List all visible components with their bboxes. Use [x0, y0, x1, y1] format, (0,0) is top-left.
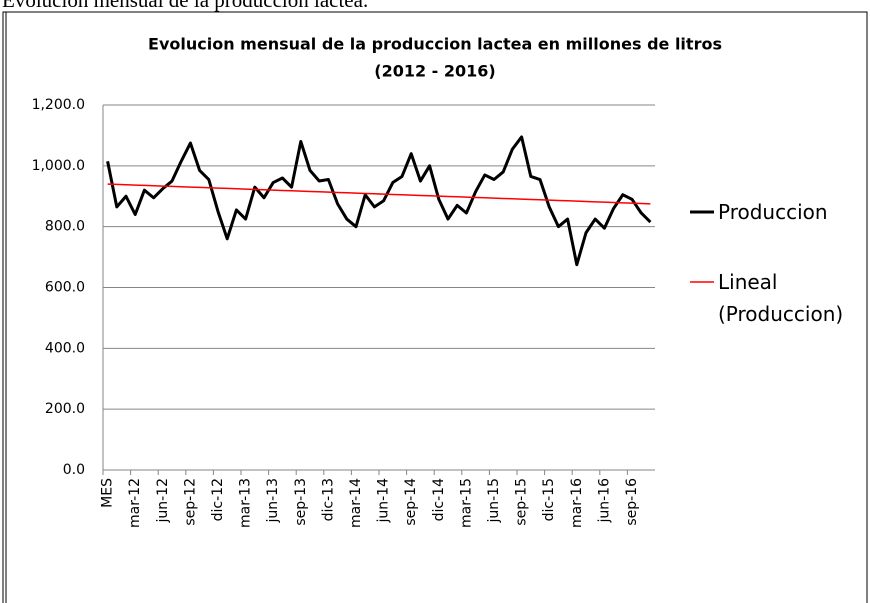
series-line	[107, 183, 651, 205]
x-tick-label: sep-13	[293, 478, 309, 526]
x-tick-label: jun-14	[376, 478, 392, 524]
x-tick-label: mar-14	[348, 478, 364, 528]
chart-border	[2, 11, 868, 603]
y-tick-label: 600.0	[45, 280, 85, 296]
x-tick-label: mar-13	[238, 478, 254, 528]
x-tick-label: dic-12	[210, 478, 226, 521]
x-tick-label: MES	[100, 478, 116, 508]
y-tick-label: 1,200.0	[32, 97, 85, 113]
x-tick-label: jun-13	[265, 478, 281, 524]
x-tick-label: jun-16	[596, 478, 612, 524]
x-tick-label: dic-14	[431, 478, 447, 521]
x-tick-label: mar-12	[127, 478, 143, 528]
x-tick-label: sep-15	[514, 478, 530, 526]
y-tick-label: 200.0	[45, 401, 85, 417]
x-tick-label: dic-15	[541, 478, 557, 521]
x-tick-label: dic-13	[320, 478, 336, 521]
y-tick-label: 400.0	[45, 340, 85, 356]
x-tick-label: jun-15	[486, 478, 502, 524]
y-tick-label: 800.0	[45, 219, 85, 235]
legend-label: Produccion	[718, 200, 828, 224]
x-tick-label: sep-12	[182, 478, 198, 526]
x-tick-label: sep-14	[403, 478, 419, 526]
x-tick-label: mar-15	[458, 478, 474, 528]
x-tick-label: sep-16	[624, 478, 640, 526]
chart-title: Evolucion mensual de la produccion lacte…	[148, 35, 722, 54]
chart-subtitle: (2012 - 2016)	[374, 62, 495, 81]
x-tick-label: mar-16	[569, 478, 585, 528]
y-tick-label: 1,000.0	[32, 158, 85, 174]
caption: Evolución mensual de la producción lácte…	[2, 0, 369, 12]
x-tick-label: jun-12	[155, 478, 171, 524]
series-line	[106, 135, 652, 267]
y-tick-label: 0.0	[63, 462, 85, 478]
legend-label: Lineal (Produccion)	[718, 270, 844, 326]
